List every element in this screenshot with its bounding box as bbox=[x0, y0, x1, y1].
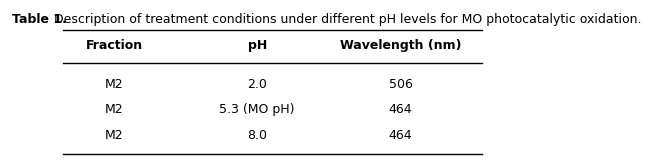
Text: M2: M2 bbox=[105, 103, 124, 116]
Text: Table 1.: Table 1. bbox=[12, 12, 66, 26]
Text: Description of treatment conditions under different pH levels for MO photocataly: Description of treatment conditions unde… bbox=[50, 12, 642, 26]
Text: 8.0: 8.0 bbox=[247, 129, 267, 142]
Text: 5.3 (MO pH): 5.3 (MO pH) bbox=[220, 103, 295, 116]
Text: 506: 506 bbox=[389, 78, 412, 91]
Text: Wavelength (nm): Wavelength (nm) bbox=[340, 40, 461, 52]
Text: M2: M2 bbox=[105, 78, 124, 91]
Text: Fraction: Fraction bbox=[85, 40, 142, 52]
Text: 2.0: 2.0 bbox=[247, 78, 267, 91]
Text: 464: 464 bbox=[389, 129, 412, 142]
Text: pH: pH bbox=[248, 40, 266, 52]
Text: M2: M2 bbox=[105, 129, 124, 142]
Text: 464: 464 bbox=[389, 103, 412, 116]
